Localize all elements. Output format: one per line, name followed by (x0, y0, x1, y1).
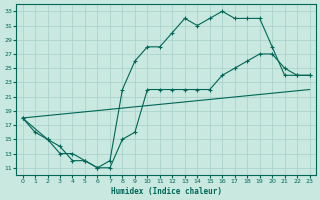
X-axis label: Humidex (Indice chaleur): Humidex (Indice chaleur) (111, 187, 221, 196)
